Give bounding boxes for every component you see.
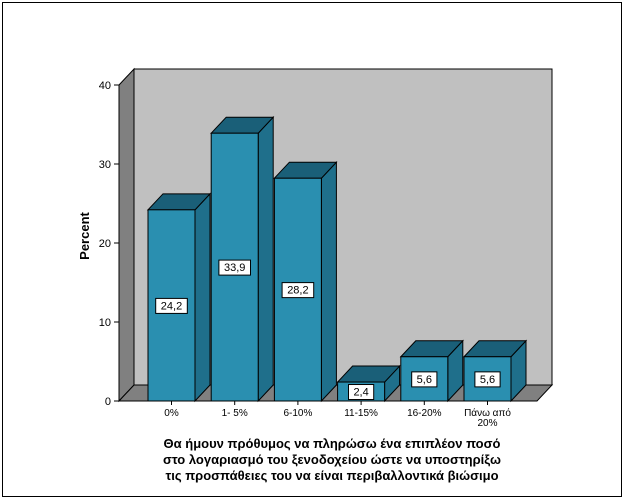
y-tick-label: 0: [105, 396, 111, 408]
y-axis: 0 10 20 30 40: [99, 80, 120, 408]
y-tick-label: 10: [99, 317, 111, 329]
data-label: 33,9: [224, 262, 245, 274]
data-label-box: [474, 371, 501, 388]
category-label: 0%: [164, 401, 179, 419]
bar: 33,9: [210, 115, 275, 403]
left-wall: [118, 67, 135, 403]
category-label: 11-15%: [344, 401, 378, 419]
data-label: 2,4: [353, 387, 368, 399]
bar: 5,6: [462, 339, 528, 403]
data-label-box: [348, 384, 375, 401]
y-tick-label: 30: [99, 159, 111, 171]
bar: 28,2: [273, 160, 338, 403]
bars: 24,2 33,9 28,2 2,4 5,6 5,6: [146, 115, 528, 403]
category-label: Πάνω από 20%: [464, 401, 511, 429]
y-tick-label: 40: [99, 80, 111, 92]
x-axis-label-line: τις προσπάθειες του να είναι περιβαλλοντ…: [165, 468, 498, 483]
data-label-box: [411, 371, 438, 388]
svg-text:16-20%: 16-20%: [407, 408, 442, 419]
data-label: 5,6: [417, 374, 432, 386]
y-tick-label: 20: [99, 238, 111, 250]
x-axis-label: Θα ήμουν πρόθυμος να πληρώσω ένα επιπλέο…: [163, 436, 501, 483]
x-axis-label-line: Θα ήμουν πρόθυμος να πληρώσω ένα επιπλέο…: [164, 436, 501, 451]
data-label: 5,6: [480, 374, 495, 386]
data-label-box: [281, 282, 315, 299]
svg-text:6-10%: 6-10%: [283, 408, 312, 419]
data-label-box: [218, 259, 251, 276]
svg-text:1- 5%: 1- 5%: [222, 408, 248, 419]
bar-side: [194, 192, 211, 403]
bar: 2,4: [336, 364, 401, 403]
data-label: 28,2: [287, 285, 308, 297]
bar-side: [257, 115, 274, 403]
category-label: 6-10%: [283, 401, 312, 419]
svg-text:0%: 0%: [164, 408, 179, 419]
bar: 5,6: [399, 339, 464, 403]
y-axis-label: Percent: [77, 211, 92, 259]
data-label: 24,2: [161, 300, 182, 312]
bar: 24,2: [146, 192, 212, 403]
category-label: 1- 5%: [222, 401, 248, 419]
x-axis-label-line: στο λογαριασμό του ξενοδοχείου ώστε να υ…: [163, 452, 501, 467]
x-axis-categories: 0% 1- 5% 6-10% 11-15% 16-20% Πάνω από 20%: [164, 401, 511, 429]
svg-text:11-15%: 11-15%: [344, 408, 378, 419]
data-label-box: [155, 297, 188, 314]
category-label: 16-20%: [407, 401, 442, 419]
bar-side: [320, 160, 337, 403]
